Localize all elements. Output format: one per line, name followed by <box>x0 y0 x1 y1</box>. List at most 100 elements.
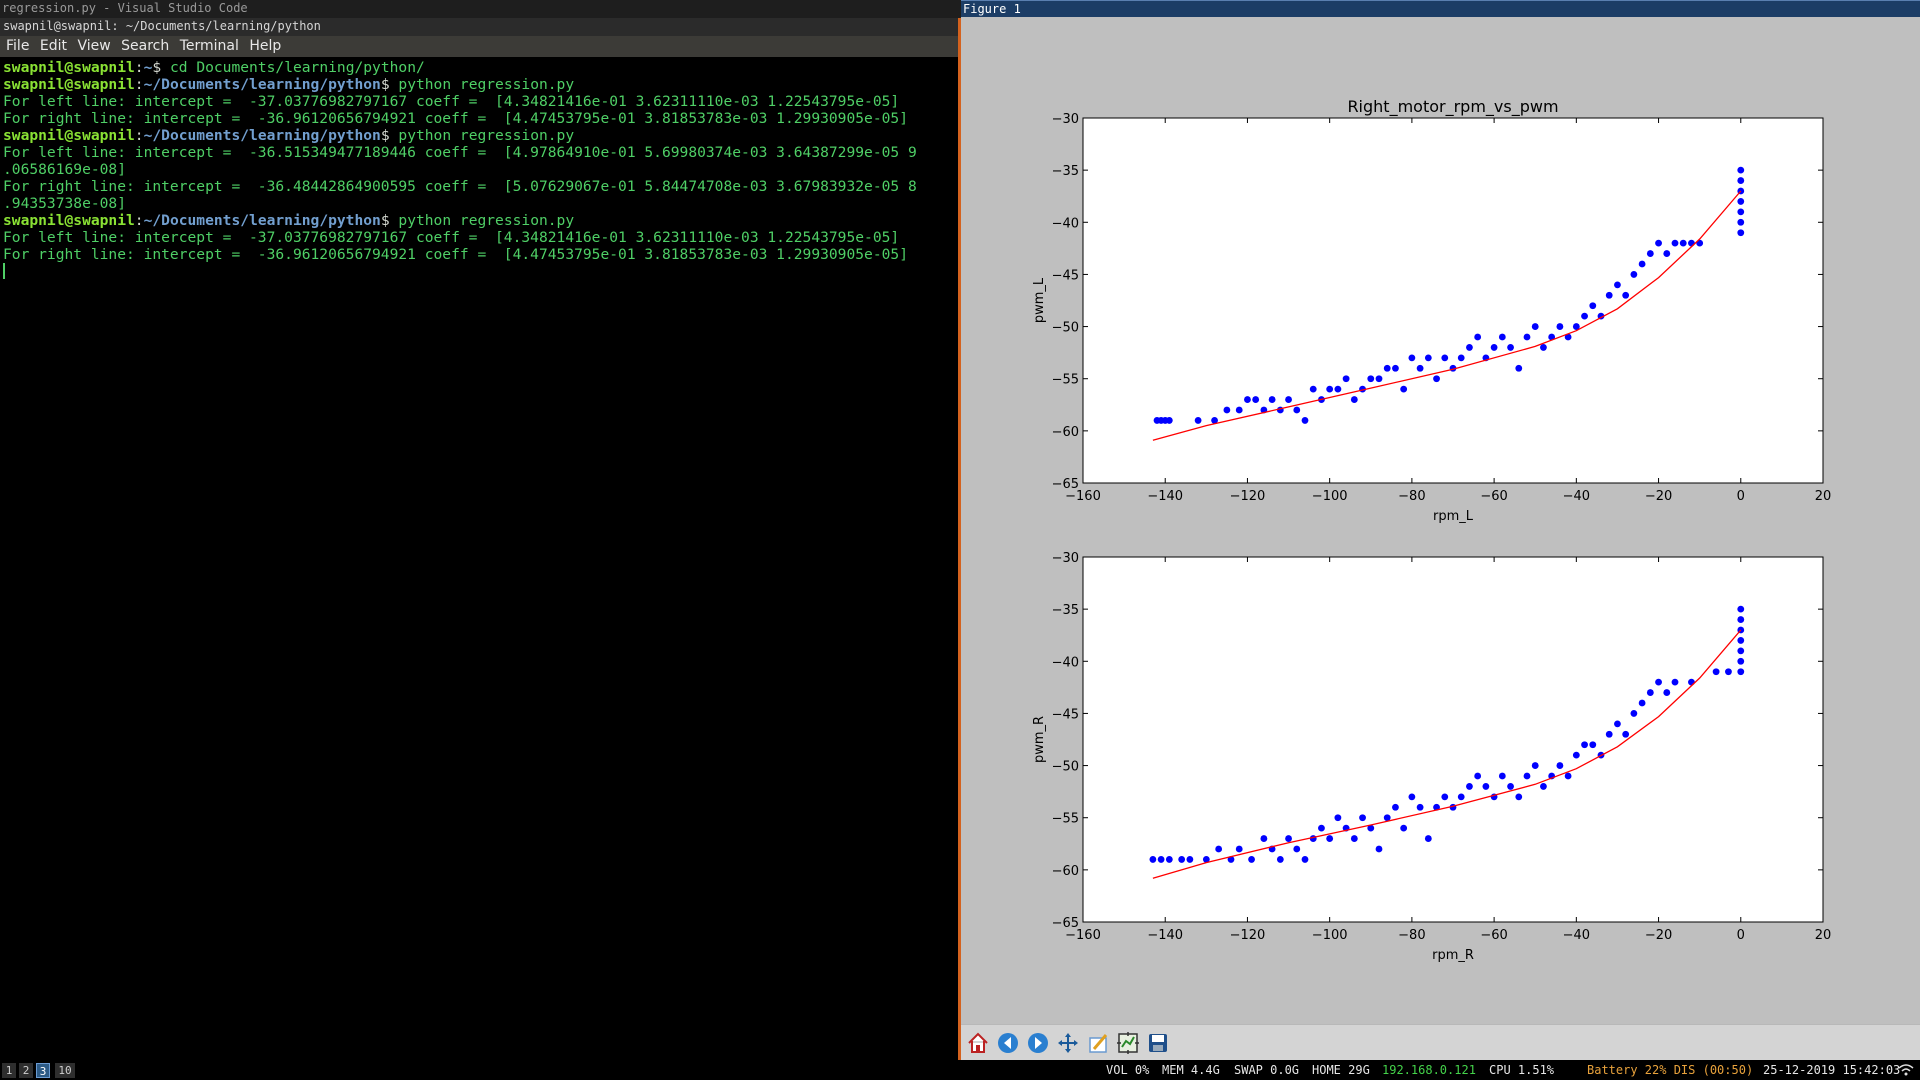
pan-icon[interactable] <box>1055 1030 1081 1056</box>
y-tick-label: −55 <box>1052 812 1079 827</box>
data-point <box>1523 772 1531 780</box>
y-tick-label: −60 <box>1052 864 1079 879</box>
data-point <box>1737 637 1745 644</box>
zoom-icon[interactable] <box>1085 1030 1111 1056</box>
data-point <box>1737 177 1745 184</box>
y-tick-label: −50 <box>1052 760 1079 775</box>
menu-search[interactable]: Search <box>121 38 170 54</box>
subplots-icon[interactable] <box>1115 1030 1141 1056</box>
data-point <box>1149 856 1157 863</box>
data-point <box>1441 354 1449 362</box>
output-text: .94353738e-08] <box>3 195 127 212</box>
y-tick-label: −65 <box>1052 477 1079 492</box>
terminal-output[interactable]: swapnil@swapnil:~$ cd Documents/learning… <box>3 59 955 280</box>
workspace-1[interactable]: 1 <box>2 1063 16 1078</box>
data-point <box>1392 364 1399 372</box>
data-point <box>1614 281 1621 289</box>
x-tick-label: 20 <box>1815 489 1832 504</box>
data-point <box>1326 835 1334 842</box>
data-point <box>1655 678 1662 686</box>
x-tick-label: −80 <box>1398 489 1425 504</box>
x-tick-label: 0 <box>1737 928 1745 943</box>
data-point <box>1638 260 1646 268</box>
data-point <box>1457 354 1465 362</box>
figure-canvas[interactable]: Right_motor_rpm_vs_pwm −160 −140 −120 −100 −8… <box>961 17 1920 1024</box>
data-point <box>1252 396 1260 403</box>
data-point <box>1466 783 1473 790</box>
data-point <box>1663 689 1671 696</box>
data-point <box>1515 364 1523 372</box>
menu-edit[interactable]: Edit <box>39 38 68 54</box>
terminal-cursor-line <box>3 263 955 280</box>
ip-address: 192.168.0.121 <box>1382 1063 1476 1077</box>
back-icon[interactable] <box>995 1030 1021 1056</box>
data-point <box>1318 824 1325 832</box>
data-point <box>1383 814 1391 822</box>
data-point <box>1408 354 1416 362</box>
prompt-path: ~ <box>143 59 153 76</box>
data-point <box>1186 856 1194 863</box>
cpu-status: CPU 1.51% <box>1489 1063 1555 1077</box>
save-icon[interactable] <box>1145 1030 1171 1056</box>
data-point <box>1202 856 1210 863</box>
swap-status: SWAP 0.0G <box>1234 1063 1300 1077</box>
data-point <box>1342 375 1350 383</box>
app-title: regression.py - Visual Studio Code <box>2 1 248 15</box>
output-text: For left line: intercept = -37.037769827… <box>3 93 900 110</box>
data-point <box>1359 814 1366 822</box>
y-tick-label: −35 <box>1052 164 1079 179</box>
data-point <box>1507 783 1514 790</box>
x-tick-label: −140 <box>1147 489 1183 504</box>
x-tick-label: −20 <box>1645 928 1672 943</box>
x-tick-label: −120 <box>1230 489 1266 504</box>
terminal-title: swapnil@swapnil: ~/Documents/learning/py… <box>3 19 321 33</box>
data-point <box>1367 375 1375 383</box>
figure-window[interactable]: Figure 1 Right_motor_rpm_vs_pwm −160 −140−… <box>961 0 1920 1061</box>
data-point <box>1515 793 1523 801</box>
data-point <box>1688 239 1695 247</box>
terminal-output-line: For left line: intercept = -36.515349477… <box>3 144 955 161</box>
data-point <box>1531 762 1539 769</box>
data-point <box>1556 323 1564 330</box>
output-text: For right line: intercept = -36.96120656… <box>3 110 908 127</box>
prompt-dollar: $ <box>152 59 170 76</box>
menu-file[interactable]: File <box>6 38 30 54</box>
status-bar: 1 2 3 10 VOL 0% MEM 4.4G SWAP 0.0G HOME … <box>0 1060 1920 1080</box>
memory-status: MEM 4.4G <box>1162 1063 1220 1077</box>
terminal-output-line: For right line: intercept = -36.96120656… <box>3 110 955 127</box>
menu-terminal[interactable]: Terminal <box>179 38 239 54</box>
data-point <box>1531 323 1539 330</box>
data-point <box>1235 406 1243 414</box>
terminal-menubar: File Edit View Search Terminal Help <box>0 36 958 57</box>
data-point <box>1548 333 1556 341</box>
menu-view[interactable]: View <box>77 38 111 54</box>
home-icon[interactable] <box>965 1030 991 1056</box>
subplot-2: −160 −140 −120 −100 −80 −60 −40 −20 0 20 −30 −35 −40… <box>1032 551 1831 963</box>
y-axis-label: pwm_L <box>1032 277 1047 323</box>
data-point <box>1424 835 1432 842</box>
data-point <box>1646 250 1654 257</box>
figure-toolbar <box>961 1024 1920 1061</box>
x-tick-label: 20 <box>1815 928 1832 943</box>
figure-title-bar: Figure 1 <box>961 0 1920 17</box>
terminal-window[interactable]: swapnil@swapnil: ~/Documents/learning/py… <box>0 18 961 1060</box>
axes-frame <box>1082 117 1824 484</box>
data-point <box>1671 678 1679 686</box>
x-tick-label: −60 <box>1480 928 1507 943</box>
workspace-2[interactable]: 2 <box>19 1063 33 1078</box>
axes-frame <box>1082 556 1824 923</box>
data-point <box>1165 856 1173 863</box>
figure-title: Figure 1 <box>963 2 1021 16</box>
data-point <box>1416 364 1424 372</box>
forward-icon[interactable] <box>1025 1030 1051 1056</box>
data-point <box>1334 814 1342 822</box>
prompt-dollar: $ <box>380 76 399 93</box>
data-point <box>1367 824 1375 832</box>
menu-help[interactable]: Help <box>249 38 282 54</box>
x-tick-label: −40 <box>1563 489 1590 504</box>
workspace-3[interactable]: 3 <box>36 1063 50 1078</box>
terminal-output-line: .06586169e-08] <box>3 161 955 178</box>
y-axis-label: pwm_R <box>1032 716 1047 763</box>
workspace-10[interactable]: 10 <box>55 1063 75 1078</box>
prompt-separator: : <box>134 127 144 144</box>
